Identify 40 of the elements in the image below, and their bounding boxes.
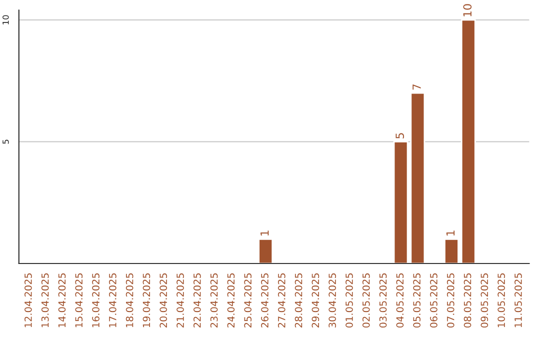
x-tick-label: 24.04.2025	[227, 273, 235, 328]
bar	[393, 141, 408, 264]
x-tick-label: 13.04.2025	[41, 273, 49, 328]
x-tick-label: 12.04.2025	[24, 273, 32, 328]
x-tick-label: 07.05.2025	[446, 273, 454, 328]
x-tick-label: 28.04.2025	[294, 273, 302, 328]
x-tick-label: 20.04.2025	[160, 273, 168, 328]
x-tick-label: 16.04.2025	[92, 273, 100, 328]
x-tick-label: 08.05.2025	[464, 273, 472, 328]
x-tick-label: 10.05.2025	[498, 273, 505, 328]
x-tick-label: 04.05.2025	[396, 273, 404, 328]
data-label: 5	[396, 133, 404, 138]
x-tick-label: 03.05.2025	[379, 273, 387, 328]
x-tick-label: 14.04.2025	[58, 273, 66, 328]
data-label: 1	[446, 230, 455, 236]
x-tick-label: 15.04.2025	[75, 273, 83, 328]
x-tick-label: 26.04.2025	[261, 273, 268, 328]
x-tick-label: 23.04.2025	[210, 273, 218, 328]
x-tick-label: 30.04.2025	[328, 273, 336, 328]
x-tick-label: 05.05.2025	[413, 273, 420, 328]
bar	[460, 19, 476, 264]
data-label: 10	[463, 4, 472, 16]
x-tick-label: 09.05.2025	[480, 273, 488, 328]
data-label: 7	[412, 84, 421, 90]
x-tick-label: 17.04.2025	[108, 273, 116, 328]
x-tick-label: 01.05.2025	[346, 273, 353, 328]
x-tick-label: 22.04.2025	[193, 273, 201, 328]
x-tick-label: 21.04.2025	[176, 273, 184, 328]
bar	[444, 238, 459, 264]
x-tick-label: 19.04.2025	[142, 273, 150, 328]
x-tick-label: 02.05.2025	[362, 273, 370, 328]
bar	[258, 238, 274, 264]
bar	[410, 92, 426, 264]
x-tick-label: 18.04.2025	[126, 273, 134, 328]
data-label: 1	[260, 230, 269, 236]
x-tick-label: 27.04.2025	[278, 273, 286, 328]
x-tick-label: 11.05.2025	[514, 273, 522, 328]
x-tick-label: 25.04.2025	[244, 273, 252, 328]
x-tick-label: 29.04.2025	[312, 273, 320, 328]
x-tick-label: 06.05.2025	[430, 273, 438, 328]
